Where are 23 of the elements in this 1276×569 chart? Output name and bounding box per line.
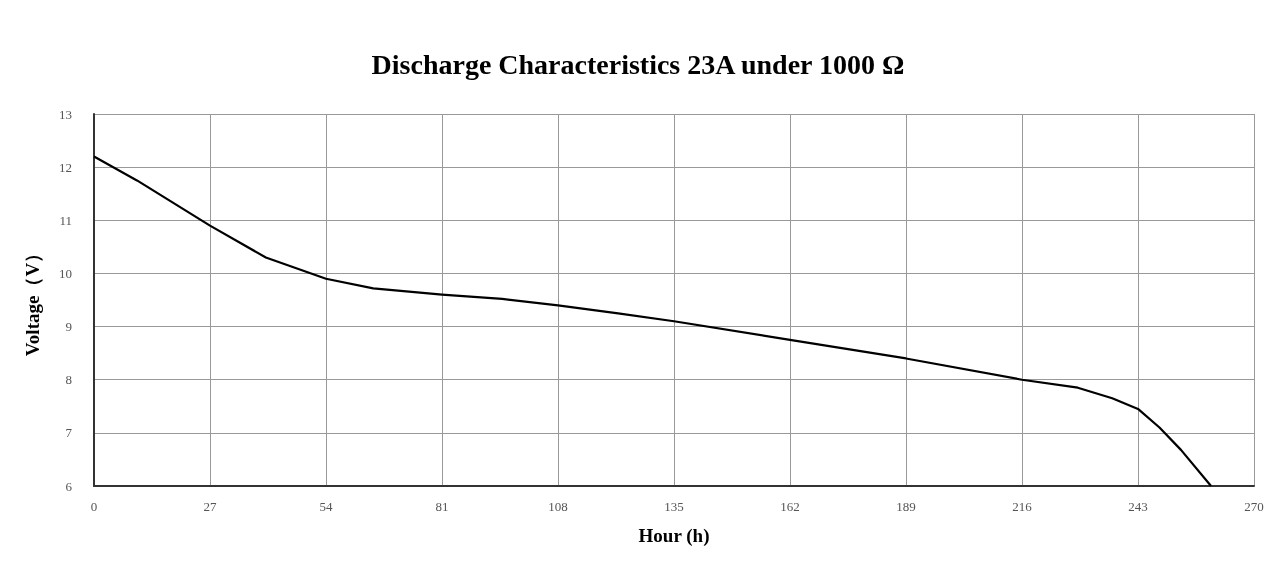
chart-title: Discharge Characteristics 23A under 1000 Ω <box>371 48 905 80</box>
y-tick-label: 9 <box>65 319 72 335</box>
x-tick-label: 243 <box>1128 499 1148 514</box>
y-tick-label: 12 <box>59 159 72 175</box>
x-tick-label: 54 <box>319 499 333 514</box>
y-tick-label: 11 <box>59 212 72 228</box>
y-axis-title: Voltage（V） <box>22 243 43 357</box>
x-tick-label: 162 <box>780 499 800 514</box>
line-series <box>92 155 1213 488</box>
x-tick-label: 135 <box>664 499 684 514</box>
y-tick-label: 13 <box>59 106 72 122</box>
x-tick-label: 0 <box>90 499 98 514</box>
y-tick-label: 10 <box>59 265 72 281</box>
y-tick-label: 6 <box>65 478 73 494</box>
x-tick-label: 216 <box>1012 499 1033 514</box>
y-tick-label: 7 <box>65 425 73 441</box>
x-tick-label: 108 <box>548 499 568 514</box>
x-tick-label: 270 <box>1244 499 1264 514</box>
x-tick-label: 189 <box>896 499 916 514</box>
x-tick-label: 27 <box>203 499 217 514</box>
x-axis-title: Hour (h) <box>638 525 710 547</box>
x-tick-label: 81 <box>435 499 449 514</box>
y-tick-label: 8 <box>65 372 72 388</box>
